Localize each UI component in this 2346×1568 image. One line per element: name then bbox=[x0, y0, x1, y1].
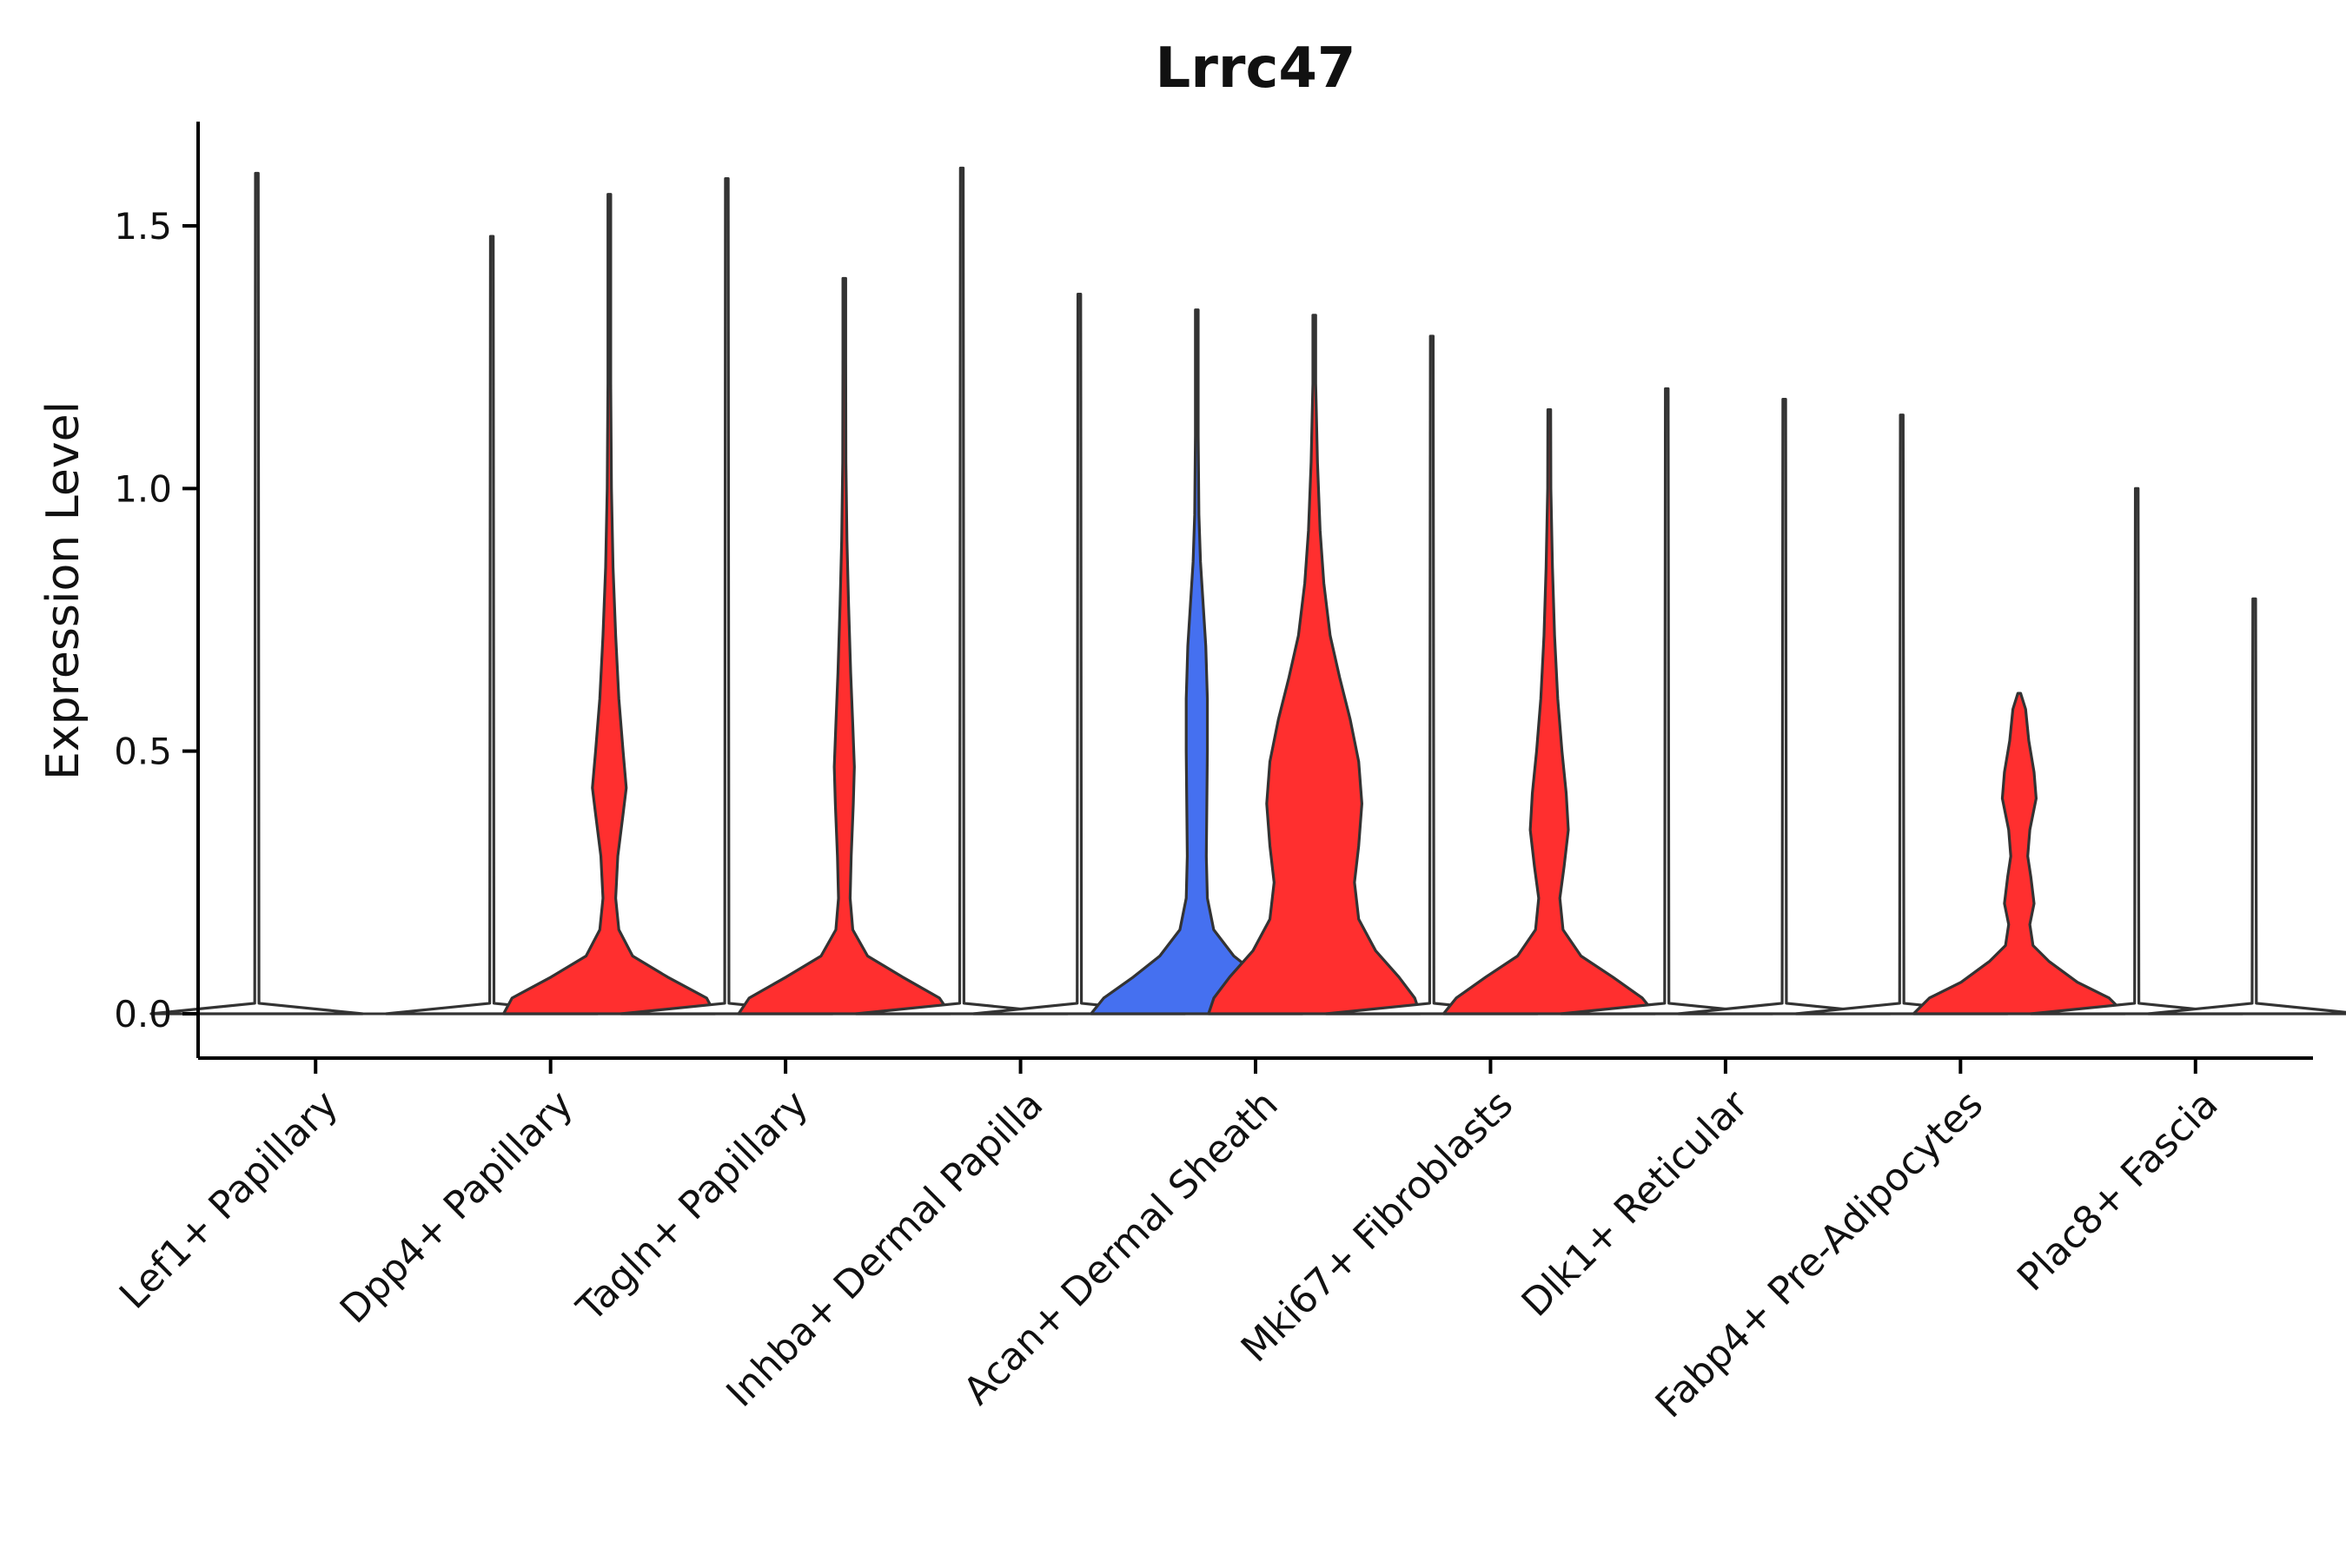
violin-fabp4-pre-adipocytes-left bbox=[1794, 414, 2010, 1016]
y-tick-label: 1.5 bbox=[114, 205, 172, 248]
violin-fabp4-pre-adipocytes-right bbox=[1912, 691, 2127, 1016]
x-tick-label-tagln-papillary: Tagln+ Papillary bbox=[568, 1082, 817, 1331]
x-tick-label-lef1-papillary: Lef1+ Papillary bbox=[111, 1082, 347, 1318]
y-tick-label: 0.5 bbox=[114, 731, 172, 773]
x-tick-label-plac8-fascia: Plac8+ Fascia bbox=[2009, 1082, 2227, 1300]
violin-tagln-papillary-right bbox=[737, 276, 952, 1016]
x-tick-label-dpp4-papillary: Dpp4+ Papillary bbox=[332, 1082, 582, 1333]
violin-plac8-fascia-right bbox=[2147, 597, 2346, 1016]
violin-mki67-fibroblasts-right bbox=[1441, 408, 1657, 1016]
violin-inhba-dermal-papilla-right bbox=[971, 293, 1187, 1016]
x-tick-label-mki67-fibroblasts: Mki67+ Fibroblasts bbox=[1233, 1082, 1521, 1371]
violin-dpp4-papillary-left bbox=[384, 235, 600, 1016]
y-tick-label: 1.0 bbox=[114, 467, 172, 510]
violin-dlk1-reticular-left bbox=[1559, 387, 1774, 1016]
chart-title: Lrrc47 bbox=[1156, 36, 1356, 101]
x-tick-label-dlk1-reticular: Dlk1+ Reticular bbox=[1514, 1082, 1758, 1326]
y-tick-label: 0.0 bbox=[114, 993, 172, 1035]
y-axis-title: Expression Level bbox=[37, 401, 89, 780]
violin-group bbox=[149, 166, 2346, 1016]
violin-plac8-fascia-left bbox=[2029, 486, 2244, 1016]
violin-dlk1-reticular-right bbox=[1677, 397, 1892, 1016]
violin-acan-dermal-sheath-right bbox=[1207, 314, 1422, 1016]
violin-lef1-papillary-left bbox=[149, 171, 364, 1016]
violin-tagln-papillary-left bbox=[620, 176, 834, 1016]
violin-dpp4-papillary-right bbox=[501, 193, 717, 1016]
violin-acan-dermal-sheath-left bbox=[1090, 308, 1304, 1016]
violin-inhba-dermal-papilla-left bbox=[854, 166, 1070, 1016]
